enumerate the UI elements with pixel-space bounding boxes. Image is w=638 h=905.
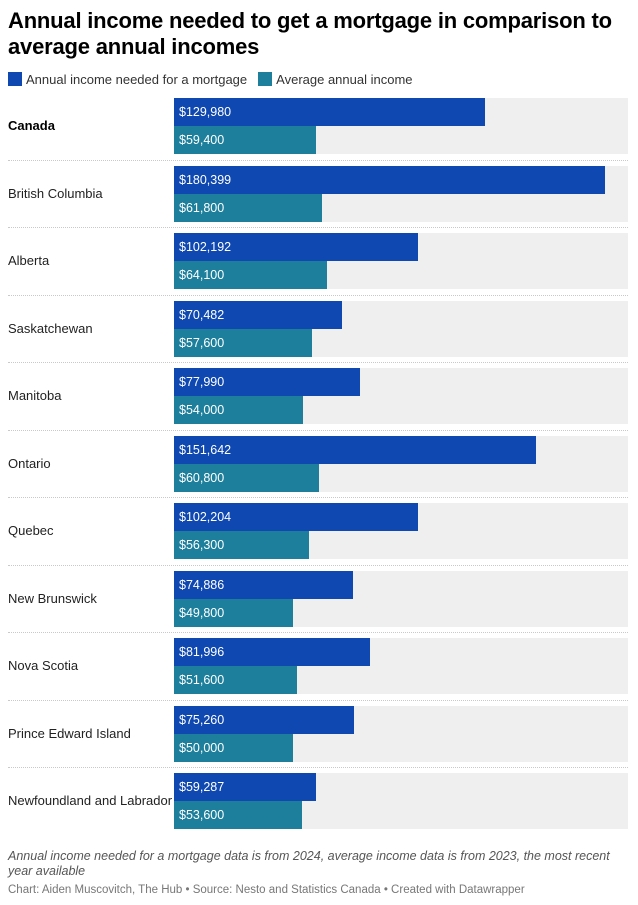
bar-average-annual-income: $50,000 [174,733,294,762]
bar-value-label: $51,600 [179,673,225,687]
bar-value-label: $49,800 [179,605,225,620]
bar-annual-income-needed-for-a-mortgage: $102,192 [174,233,419,261]
bar-average-annual-income: $60,800 [174,463,320,492]
category-label: Alberta [8,253,50,268]
category-label: Ontario [8,455,51,471]
bar-track: $151,642 $60,800 [174,435,628,492]
bar-track: $81,996 $51,600 [174,638,628,694]
legend-label-mortgage-income: Annual income needed for a mortgage [26,71,248,87]
bar-group-quebec: Quebec $102,204 $56,300 [8,503,628,559]
bar-annual-income-needed-for-a-mortgage: $77,990 [174,368,361,396]
bar-average-annual-income: $61,800 [174,193,322,222]
bar-average-annual-income: $59,400 [174,126,316,154]
row-divider [8,429,628,431]
bar-value-label: $74,886 [179,577,225,592]
bar-value-label: $129,980 [179,105,232,119]
bar-group-newfoundland-and-labrador: Newfoundland and Labrador $59,287 $53,600 [8,773,628,829]
bar-average-annual-income: $56,300 [174,531,309,559]
bar-track: $129,980 $59,400 [174,98,628,154]
bar-value-label: $50,000 [179,740,225,755]
bar-group-saskatchewan: Saskatchewan $70,482 $57,600 [8,300,628,357]
bar-average-annual-income: $57,600 [174,328,312,357]
chart-legend: Annual income needed for a mortgage Aver… [8,71,424,87]
bar-value-label: $180,399 [179,172,232,187]
row-divider [8,497,628,499]
legend-item-average-income: Average annual income [258,71,413,87]
bar-value-label: $102,204 [179,510,232,524]
bar-value-label: $56,300 [179,538,225,552]
bar-annual-income-needed-for-a-mortgage: $180,399 [174,165,606,194]
category-label: New Brunswick [8,590,97,606]
bar-value-label: $77,990 [179,375,225,389]
bar-average-annual-income: $53,600 [174,801,303,829]
bar-group-manitoba: Manitoba $77,990 $54,000 [8,368,628,424]
bar-group-british-columbia: British Columbia $180,399 $61,800 [8,165,628,222]
bar-track: $70,482 $57,600 [174,300,628,357]
row-divider [8,699,628,701]
bar-track: $77,990 $54,000 [174,368,628,424]
bar-value-label: $151,642 [179,442,232,457]
bar-group-canada: Canada $129,980 $59,400 [8,98,628,154]
row-divider [8,632,628,634]
bar-group-ontario: Ontario $151,642 $60,800 [8,435,628,492]
bar-value-label: $70,482 [179,307,225,322]
bar-track: $74,886 $49,800 [174,570,628,627]
bar-group-new-brunswick: New Brunswick $74,886 $49,800 [8,570,628,627]
category-label: Prince Edward Island [8,725,131,741]
row-divider [8,227,628,229]
row-divider [8,362,628,364]
bar-chart: Canada $129,980 $59,400 British Columbia $18… [0,98,638,832]
bar-value-label: $53,600 [179,808,225,822]
row-divider [8,564,628,566]
legend-label-average-income: Average annual income [276,71,413,87]
category-label: Quebec [8,523,54,538]
bar-group-nova-scotia: Nova Scotia $81,996 $51,600 [8,638,628,694]
legend-swatch-mortgage-income [8,72,22,86]
bar-annual-income-needed-for-a-mortgage: $151,642 [174,435,537,464]
category-label: Newfoundland and Labrador [8,793,173,808]
bar-value-label: $57,600 [179,335,225,350]
bar-annual-income-needed-for-a-mortgage: $81,996 [174,638,370,666]
bar-annual-income-needed-for-a-mortgage: $59,287 [174,773,316,801]
bar-group-prince-edward-island: Prince Edward Island $75,260 $50,000 [8,705,628,762]
category-label: Canada [8,118,55,133]
chart-notes: Annual income needed for a mortgage data… [8,849,610,878]
chart-credit: Chart: Aiden Muscovitch, The Hub • Sourc… [8,884,525,896]
bar-value-label: $60,800 [179,470,225,485]
legend-swatch-average-income [258,72,273,86]
category-label: British Columbia [8,185,103,201]
category-label: Nova Scotia [8,658,79,673]
bar-track: $180,399 $61,800 [174,165,628,222]
bar-value-label: $61,800 [179,200,225,215]
bar-average-annual-income: $49,800 [174,598,293,627]
bar-value-label: $59,287 [179,780,225,794]
row-divider [8,294,628,296]
category-label: Manitoba [8,388,62,403]
bar-value-label: $64,100 [179,268,225,282]
bar-value-label: $75,260 [179,712,225,727]
bar-group-alberta: Alberta $102,192 $64,100 [8,233,628,289]
row-divider [8,159,628,161]
bar-track: $75,260 $50,000 [174,705,628,762]
bar-value-label: $81,996 [179,645,225,659]
chart-title: Annual income needed to get a mortgage i… [8,8,612,59]
bar-annual-income-needed-for-a-mortgage: $70,482 [174,300,343,329]
row-divider [8,767,628,769]
bar-value-label: $59,400 [179,133,225,147]
bar-track: $102,192 $64,100 [174,233,628,289]
bar-value-label: $54,000 [179,403,225,417]
category-label: Saskatchewan [8,320,93,336]
bar-annual-income-needed-for-a-mortgage: $74,886 [174,570,353,599]
legend-item-mortgage-income: Annual income needed for a mortgage [8,72,247,87]
bar-annual-income-needed-for-a-mortgage: $129,980 [174,98,485,126]
bar-value-label: $102,192 [179,240,232,254]
bar-average-annual-income: $51,600 [174,666,298,694]
bar-annual-income-needed-for-a-mortgage: $75,260 [174,705,354,734]
bar-average-annual-income: $54,000 [174,396,304,424]
bar-average-annual-income: $64,100 [174,261,328,289]
bar-track: $102,204 $56,300 [174,503,628,559]
bar-track: $59,287 $53,600 [174,773,628,829]
bar-annual-income-needed-for-a-mortgage: $102,204 [174,503,419,531]
